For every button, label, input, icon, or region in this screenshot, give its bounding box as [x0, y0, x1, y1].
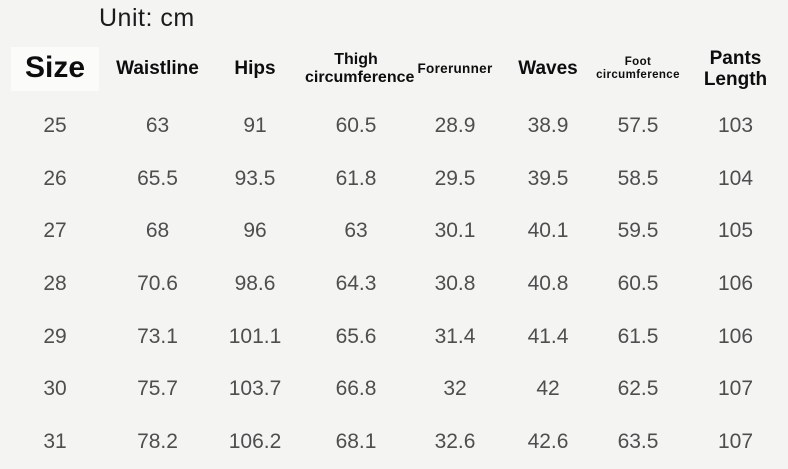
table-cell: 106.2 [228, 429, 282, 453]
table-cell: 73.1 [137, 324, 178, 348]
table-cell: 31.4 [434, 324, 476, 348]
table-cell: 60.5 [335, 114, 377, 138]
table-cell: 29.5 [434, 166, 476, 190]
table-cell: 91 [243, 114, 267, 138]
column-header-label: Size [10, 47, 100, 91]
table-cell: 42.6 [527, 429, 569, 453]
table-row: 31 78.2 106.2 68.1 32.6 42.6 63.5 107 [0, 416, 788, 469]
table-cell: 40.8 [527, 272, 569, 296]
table-cell: 61.8 [335, 166, 377, 190]
table-cell: 32 [443, 377, 467, 401]
table-header-row: Size Waistline Hips Thigh circumference Fore… [0, 38, 788, 100]
table-cell: 40.1 [527, 219, 569, 243]
table-cell: 63.5 [617, 429, 659, 453]
table-cell: 105 [717, 219, 754, 243]
table-cell: 60.5 [617, 272, 659, 296]
table-cell: 103.7 [228, 377, 282, 401]
table-cell: 28 [43, 272, 67, 296]
table-cell: 104 [717, 166, 754, 190]
table-row: 30 75.7 103.7 66.8 32 42 62.5 107 [0, 363, 788, 416]
table-cell: 41.4 [527, 324, 569, 348]
table-cell: 107 [717, 429, 754, 453]
size-table: Size Waistline Hips Thigh circumference Fore… [0, 38, 788, 468]
table-cell: 63 [344, 219, 368, 243]
table-cell: 65.5 [137, 166, 178, 190]
table-cell: 101.1 [228, 324, 282, 348]
table-cell: 103 [717, 114, 754, 138]
table-cell: 107 [717, 377, 754, 401]
table-cell: 65.6 [335, 324, 377, 348]
column-header-label: Thigh circumference [305, 51, 415, 86]
column-header-foot-circumference: Foot circumference [593, 38, 683, 100]
table-cell: 70.6 [137, 272, 178, 296]
column-header-waves: Waves [503, 38, 593, 100]
table-cell: 63 [145, 114, 170, 138]
table-row: 27 68 96 63 30.1 40.1 59.5 105 [0, 205, 788, 258]
table-cell: 98.6 [234, 272, 276, 296]
table-cell: 38.9 [527, 114, 569, 138]
table-cell: 25 [43, 114, 67, 138]
table-cell: 61.5 [617, 324, 659, 348]
column-header-forerunner: Forerunner [407, 38, 503, 100]
table-cell: 29 [43, 324, 67, 348]
column-header-hips: Hips [205, 38, 305, 100]
column-header-size: Size [0, 38, 110, 100]
column-header-label: Waves [518, 58, 578, 80]
table-cell: 39.5 [527, 166, 569, 190]
unit-label: Unit: cm [99, 4, 195, 32]
column-header-thigh-circumference: Thigh circumference [305, 38, 414, 100]
table-row: 29 73.1 101.1 65.6 31.4 41.4 61.5 106 [0, 310, 788, 363]
table-row: 26 65.5 93.5 61.8 29.5 39.5 58.5 104 [0, 153, 788, 206]
column-header-pants-length: Pants Length [683, 38, 788, 100]
table-cell: 78.2 [137, 429, 178, 453]
table-cell: 96 [243, 219, 267, 243]
column-header-label: Foot circumference [596, 56, 680, 81]
table-cell: 31 [43, 429, 67, 453]
table-cell: 42 [536, 377, 560, 401]
column-header-label: Pants Length [703, 47, 768, 90]
table-cell: 68.1 [335, 429, 377, 453]
table-cell: 93.5 [234, 166, 276, 190]
table-cell: 75.7 [137, 377, 178, 401]
table-cell: 68 [145, 219, 170, 243]
table-body: 25 63 91 60.5 28.9 38.9 57.5 103 26 65.5 93.5 61.8 2… [0, 100, 788, 468]
table-cell: 26 [43, 166, 67, 190]
table-cell: 58.5 [617, 166, 659, 190]
table-cell: 57.5 [617, 114, 659, 138]
table-cell: 28.9 [434, 114, 476, 138]
table-cell: 106 [717, 272, 754, 296]
table-cell: 30.8 [434, 272, 476, 296]
table-cell: 62.5 [617, 377, 659, 401]
table-row: 28 70.6 98.6 64.3 30.8 40.8 60.5 106 [0, 258, 788, 311]
column-header-waistline: Waistline [110, 38, 205, 100]
table-row: 25 63 91 60.5 28.9 38.9 57.5 103 [0, 100, 788, 153]
table-cell: 30.1 [434, 219, 476, 243]
table-cell: 30 [43, 377, 67, 401]
column-header-label: Forerunner [417, 61, 493, 77]
table-cell: 59.5 [617, 219, 659, 243]
table-head: Size Waistline Hips Thigh circumference Fore… [0, 38, 788, 100]
table-cell: 32.6 [434, 429, 476, 453]
table-cell: 27 [43, 219, 67, 243]
table-cell: 64.3 [335, 272, 377, 296]
table-cell: 106 [717, 324, 754, 348]
table-cell: 66.8 [335, 377, 377, 401]
column-header-label: Hips [234, 58, 276, 80]
column-header-label: Waistline [116, 58, 199, 80]
